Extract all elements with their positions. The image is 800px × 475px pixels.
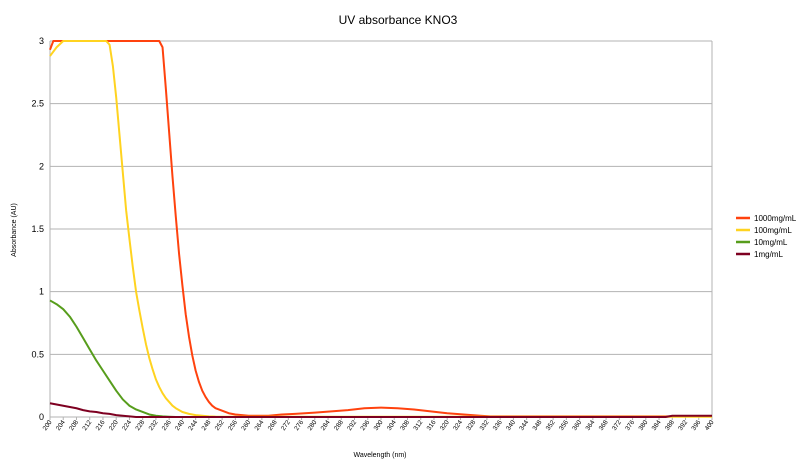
legend: 1000mg/mL 100mg/mL 10mg/mL 1mg/mL [736,214,797,259]
x-tick-label: 384 [651,419,663,432]
x-tick-label: 256 [227,419,239,432]
x-tick-label: 216 [95,419,107,432]
x-tick-label: 240 [174,419,186,432]
x-tick-label: 280 [306,419,318,432]
x-tick-label: 376 [624,419,636,432]
x-tick-label: 292 [346,419,358,432]
x-axis-title: Wavelength (nm) [353,452,406,459]
x-tick-label: 300 [373,419,385,432]
legend-label: 1mg/mL [754,250,783,259]
x-tick-label: 340 [505,419,517,432]
x-tick-label: 380 [637,419,649,432]
x-tick-label: 232 [148,419,160,432]
y-tick-label: 0.5 [31,349,44,359]
x-tick-label: 320 [439,419,451,432]
x-tick-label: 312 [412,419,424,432]
legend-label: 10mg/mL [754,238,788,247]
plot-area [49,40,712,418]
x-tick-label: 244 [187,419,199,432]
x-tick-label: 272 [280,419,292,432]
x-tick-label: 368 [598,419,610,432]
x-tick-label: 248 [201,419,213,432]
x-tick-label: 344 [518,419,530,432]
x-tick-label: 284 [320,419,332,432]
x-tick-label: 316 [426,419,438,432]
y-axis-title: Absorbance (AU) [11,203,18,257]
x-tick-label: 308 [399,419,411,432]
x-tick-label: 360 [571,419,583,432]
y-tick-label: 2 [39,161,44,171]
x-tick-label: 388 [664,419,676,432]
x-tick-label: 392 [677,419,689,432]
y-tick-label: 0 [39,412,44,422]
x-tick-label: 304 [386,419,398,432]
chart-title: UV absorbance KNO3 [339,13,458,27]
y-tick-label: 1 [39,287,44,297]
x-tick-label: 268 [267,419,279,432]
series-line [49,299,183,418]
x-tick-label: 328 [465,419,477,432]
x-tick-label: 364 [585,419,597,432]
x-tick-label: 228 [134,419,146,432]
legend-label: 100mg/mL [754,226,792,235]
x-tick-label: 288 [333,419,345,432]
legend-label: 1000mg/mL [754,214,797,223]
x-tick-label: 332 [479,419,491,432]
x-tick-label: 372 [611,419,623,432]
x-tick-label: 212 [81,419,93,432]
x-tick-label: 208 [68,419,80,432]
x-tick-label: 236 [161,419,173,432]
x-tick-label: 264 [254,419,266,432]
y-tick-label: 1.5 [31,224,44,234]
x-tick-label: 324 [452,419,464,432]
x-tick-label: 220 [108,419,120,432]
x-tick-label: 296 [359,419,371,432]
y-tick-label: 3 [39,36,44,46]
x-tick-label: 252 [214,419,226,432]
x-tick-label: 348 [532,419,544,432]
x-tick-label: 260 [240,419,252,432]
x-tick-label: 352 [545,419,557,432]
series-line [49,40,712,418]
y-tick-label: 2.5 [31,99,44,109]
x-tick-label: 224 [121,419,133,432]
x-tick-label: 276 [293,419,305,432]
x-tick-label: 400 [704,419,716,432]
x-tick-label: 204 [55,419,67,432]
x-tick-label: 336 [492,419,504,432]
x-tick-label: 356 [558,419,570,432]
series-line [49,402,712,418]
x-tick-label: 396 [690,419,702,432]
